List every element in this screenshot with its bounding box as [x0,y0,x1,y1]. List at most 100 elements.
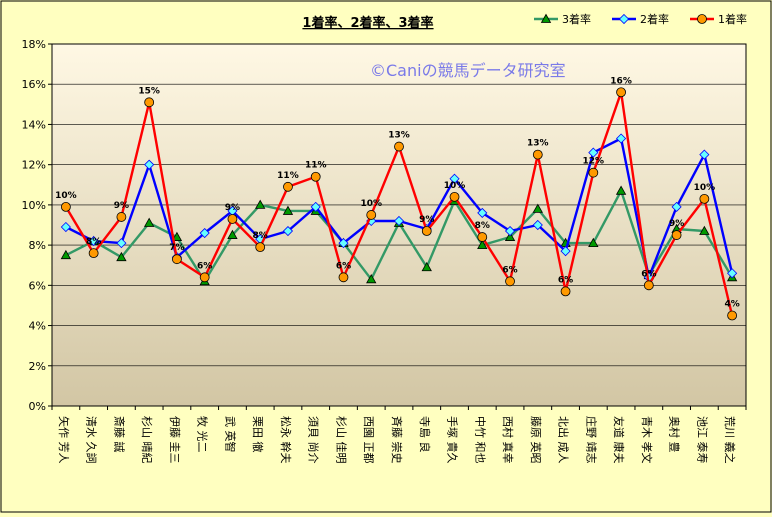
data-label: 9% [225,203,240,213]
watermark-text: ©Caniの競馬データ研究室 [370,61,566,80]
data-label: 13% [388,131,410,141]
data-point [421,261,432,272]
data-point [616,87,626,98]
data-point [532,203,543,213]
data-point [88,236,99,247]
data-label: 8% [253,231,268,241]
legend-label: 2着率 [640,12,669,26]
y-tick-label: 0% [29,400,46,413]
x-tick-label: 藤原 英昭 [529,416,543,464]
data-point [671,230,682,240]
x-tick-label: 斉藤 崇史 [390,416,404,464]
x-tick-label: 友道 康夫 [612,416,626,464]
data-point [143,217,155,227]
x-tick-label: 牧 光二 [196,416,210,453]
x-tick-label: 中竹 和也 [473,416,487,464]
data-point [144,97,155,108]
data-label: 9% [669,219,684,229]
data-labels: 10% 8% 9% 15% 7% 6% 9% 8% 11% 11% 6% 10% 13% 9% 10% 8% 6… [55,76,740,309]
data-point [394,141,404,152]
x-tick-label: 伊藤 圭三 [168,416,181,464]
data-point [671,201,682,212]
data-point [727,268,738,279]
data-point [477,239,488,250]
x-axis: 矢作 芳人 清水 久詞 斎藤 誠杉山 晴紀 伊藤 圭三 牧 光二武 英智 栗田 徹松永 幹… [51,406,747,464]
y-tick-label: 12% [22,159,46,172]
legend-marker [697,14,707,24]
data-point [615,185,627,195]
data-point [338,238,349,249]
data-point [560,246,571,257]
y-tick-label: 8% [29,239,46,252]
data-point [393,215,405,227]
data-point [699,149,710,160]
data-point [255,242,266,253]
data-point [699,193,710,204]
legend-marker [618,13,630,25]
x-tick-label: 池江 泰寿 [695,416,709,464]
data-point [504,231,516,241]
x-tick-label: 杉山 佳明 [334,416,348,464]
y-tick-label: 2% [29,360,46,373]
data-point [504,225,516,237]
data-label: 11% [277,171,299,181]
y-tick-label: 18% [22,38,46,51]
x-tick-label: 斎藤 誠 [112,416,126,453]
data-point [643,280,654,291]
data-label: 6% [502,265,517,275]
data-point [116,238,127,249]
x-tick-label: 手塚 貴久 [446,416,460,464]
data-label: 6% [197,261,212,271]
data-label: 15% [138,86,160,96]
data-point [116,212,127,222]
data-point [227,214,238,224]
data-point [366,273,377,284]
x-tick-label: 清水 久詞 [85,416,98,464]
data-point [310,171,321,182]
data-point [560,286,571,297]
data-point [60,221,71,233]
x-tick-label: 矢作 芳人 [57,416,71,464]
data-label: 12% [583,157,605,167]
data-point [116,251,127,262]
legend-marker [540,13,552,23]
data-point [699,225,710,235]
data-point [199,227,210,239]
x-tick-label: 奥村 豊 [668,416,682,453]
data-point [532,149,543,160]
data-label: 16% [610,76,632,86]
data-point [172,254,182,265]
data-point [477,232,488,242]
data-point [588,147,599,158]
x-tick-label: 武 英智 [223,416,237,453]
data-label: 6% [558,275,573,285]
x-tick-label: 栗田 徹 [251,416,265,453]
data-point [199,272,210,283]
data-point [144,159,155,170]
data-point [616,133,627,144]
data-point [255,199,266,209]
x-tick-label: 杉山 晴紀 [140,416,154,464]
y-tick-label: 4% [29,320,46,333]
data-point [588,237,599,248]
data-point [310,201,321,212]
data-label: 4% [724,300,739,310]
data-point [338,272,349,283]
data-label: 13% [527,139,549,149]
x-tick-label: 西村 真幸 [501,416,515,464]
data-point [449,191,460,202]
data-point [171,231,183,241]
data-point [588,167,599,178]
data-label: 6% [641,269,656,279]
data-point [366,210,377,220]
data-point [60,249,72,260]
data-label: 9% [419,215,434,225]
x-tick-label: 須貝 尚介 [307,416,321,464]
data-label: 9% [114,201,129,211]
series-layer [60,87,738,321]
x-tick-label: 北出 成人 [557,416,571,464]
data-point [532,219,543,231]
data-label: 10% [360,199,382,209]
